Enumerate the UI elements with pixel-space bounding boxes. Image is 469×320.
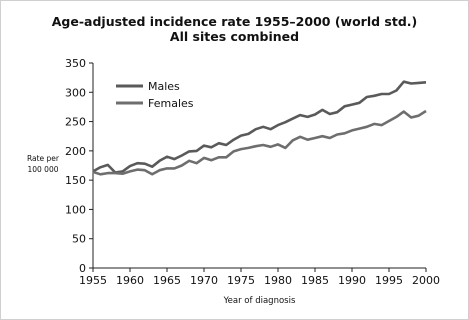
y-tick-label: 150 [65, 174, 86, 187]
x-tick-label: 1955 [79, 274, 107, 287]
y-tick-label: 0 [79, 262, 86, 275]
y-tick-label: 350 [65, 57, 86, 70]
chart-subtitle: All sites combined [169, 29, 300, 44]
legend-label-males: Males [148, 80, 180, 93]
x-tick-label: 1990 [338, 274, 366, 287]
x-tick-label: 1980 [264, 274, 292, 287]
x-tick-label: 1970 [190, 274, 218, 287]
y-tick-label: 200 [65, 145, 86, 158]
y-axis-label: Rate per [27, 154, 60, 163]
y-tick-label: 50 [72, 233, 86, 246]
x-tick-label: 1975 [227, 274, 255, 287]
x-tick-label: 1995 [375, 274, 403, 287]
x-tick-label: 2000 [412, 274, 440, 287]
x-tick-label: 1965 [153, 274, 181, 287]
y-tick-label: 300 [65, 86, 86, 99]
x-tick-label: 1985 [301, 274, 329, 287]
y-tick-label: 250 [65, 116, 86, 129]
series-line-females [92, 109, 427, 176]
y-axis-label: 100 000 [27, 165, 58, 174]
series-line-males [92, 80, 427, 174]
y-tick-label: 100 [65, 203, 86, 216]
legend-label-females: Females [148, 97, 194, 110]
x-axis-label: Year of diagnosis [223, 296, 296, 306]
chart-title: Age-adjusted incidence rate 1955–2000 (w… [51, 14, 418, 29]
x-tick-label: 1960 [116, 274, 144, 287]
